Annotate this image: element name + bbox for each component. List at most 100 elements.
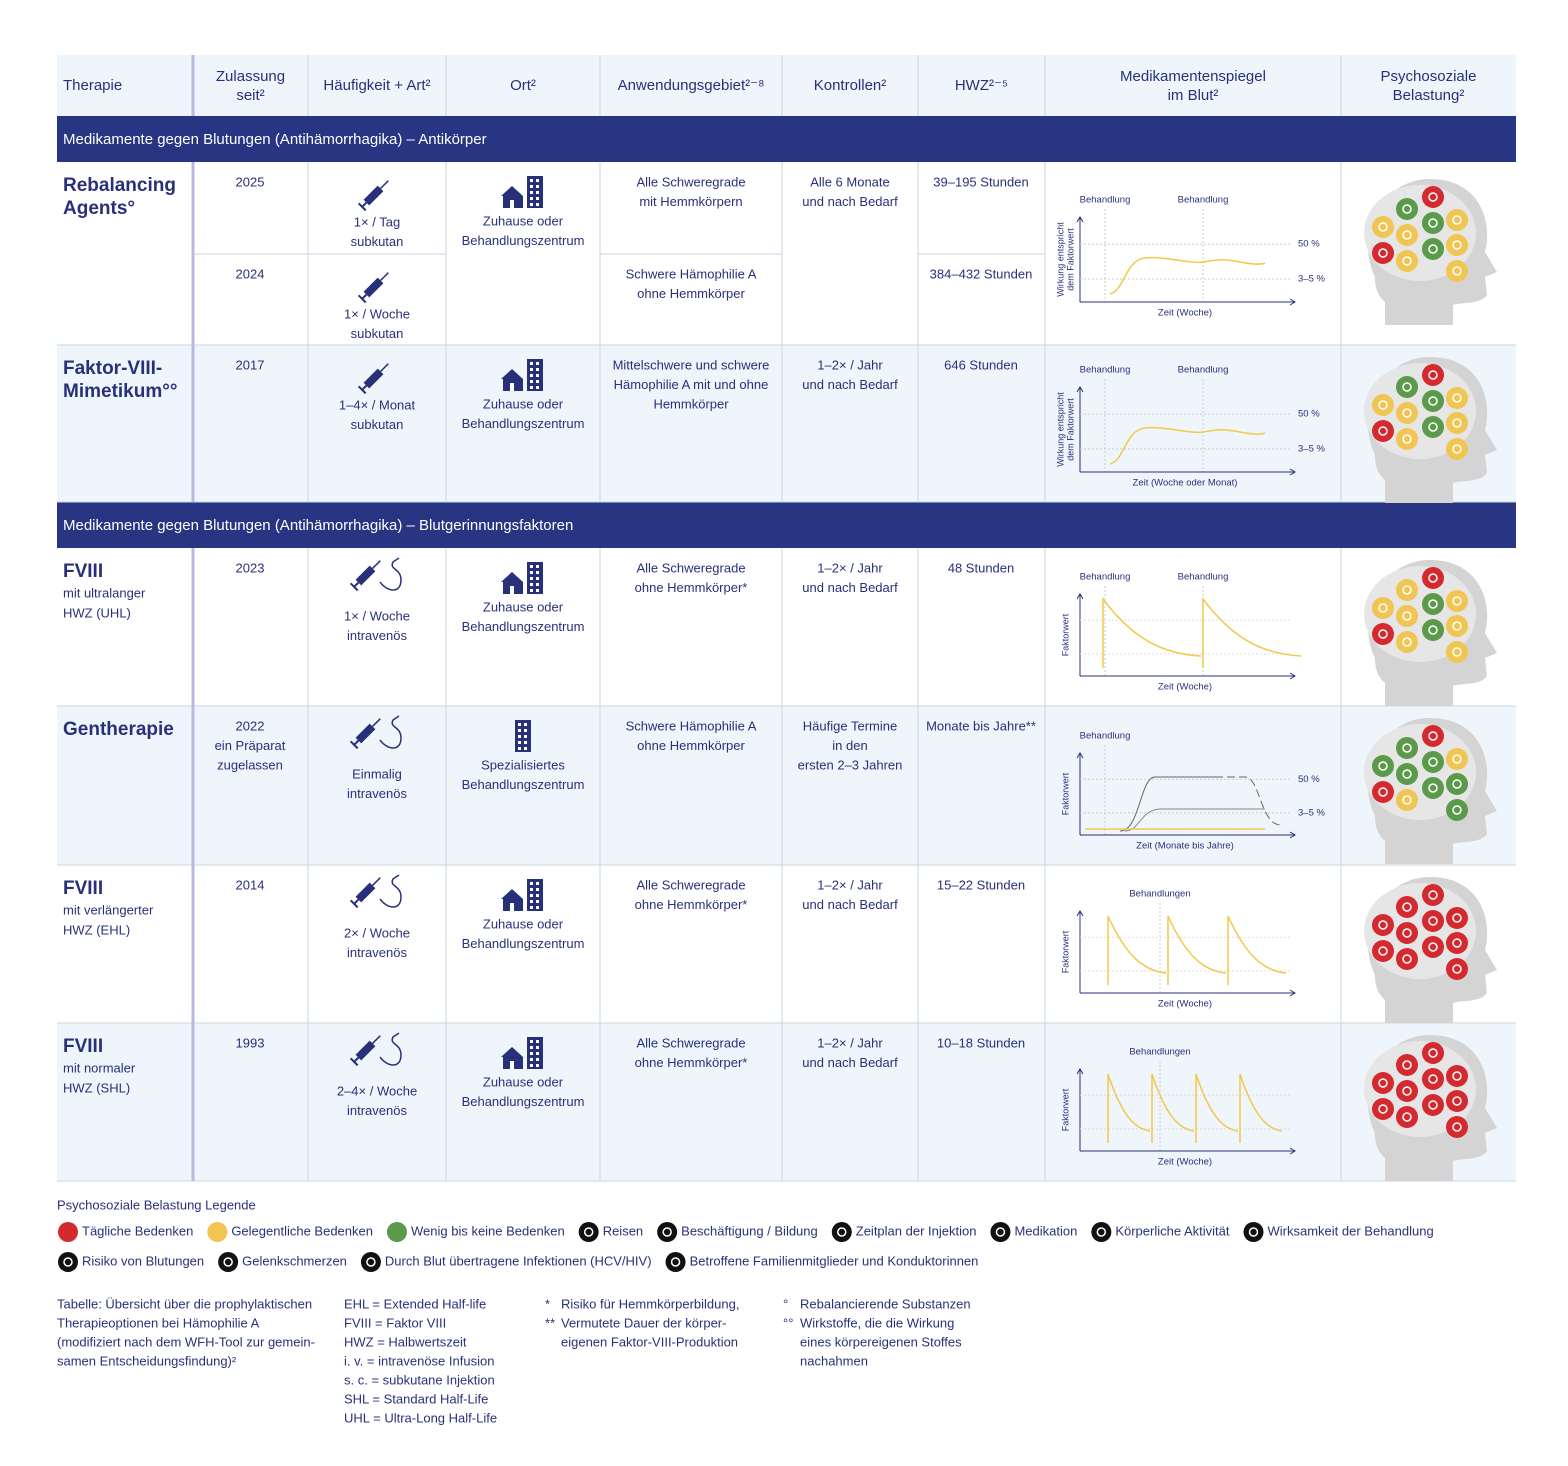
window [524, 735, 527, 738]
window [530, 197, 533, 200]
concern-dot [1422, 364, 1444, 386]
abbreviation: s. c. = subkutane Injektion [344, 1372, 495, 1387]
concern-glyph [1378, 787, 1388, 797]
concern-glyph [1402, 585, 1412, 595]
legend-icon-glyph [63, 1257, 73, 1267]
concern-dot [1446, 260, 1468, 282]
x-label: Zeit (Monate bis Jahre) [1136, 841, 1234, 852]
syringe-body [363, 277, 384, 298]
concern-glyph [1402, 902, 1412, 912]
row-bg [57, 706, 1516, 865]
place: Zuhause oder [483, 396, 564, 411]
window [530, 565, 533, 568]
window [536, 380, 539, 383]
window [530, 1040, 533, 1043]
frequency: Einmalig [352, 766, 402, 781]
y-label-line: Faktorwert [1060, 1088, 1070, 1131]
legend-label: Gelegentliche Bedenken [231, 1223, 373, 1238]
legend-swatch [58, 1222, 78, 1242]
concern-dot [1372, 216, 1394, 238]
door [510, 383, 514, 391]
window [536, 882, 539, 885]
concern-dot [1422, 416, 1444, 438]
x-label: Zeit (Woche) [1158, 682, 1212, 693]
y-arrow [1076, 752, 1084, 759]
concern-glyph [1452, 444, 1462, 454]
therapy-subtitle: mit normaler [63, 1060, 136, 1075]
concern-dot [1422, 725, 1444, 747]
legend-icon [1243, 1222, 1264, 1242]
concern-dot [1446, 773, 1468, 795]
legend-label: Betroffene Familienmitglieder und Konduk… [690, 1253, 979, 1268]
concern-glyph [1452, 1071, 1462, 1081]
concern-dot [1396, 1080, 1418, 1102]
legend-icon [665, 1252, 686, 1272]
window [530, 191, 533, 194]
plunger [353, 1056, 360, 1063]
therapy-subtitle: HWZ (EHL) [63, 922, 130, 937]
concern-glyph [1378, 222, 1388, 232]
caption: Therapieoptionen bei Hämophilie A [57, 1315, 260, 1330]
therapy-name: FVIII [63, 878, 103, 899]
window [530, 1052, 533, 1055]
controls: in den [832, 738, 867, 753]
marker-label: Behandlung [1080, 731, 1131, 742]
legend-icon [218, 1252, 239, 1272]
header-label: Therapie [63, 77, 122, 94]
concern-dot [1446, 387, 1468, 409]
concern-glyph [1452, 938, 1462, 948]
x-arrow [1289, 298, 1296, 306]
concern-glyph [1378, 1104, 1388, 1114]
concern-glyph [1428, 1074, 1438, 1084]
place-icon [501, 562, 543, 594]
legend-icon [990, 1222, 1011, 1242]
place-icon [515, 720, 531, 752]
legend-label: Zeitplan der Injektion [856, 1223, 977, 1238]
level-label: 3–5 % [1298, 274, 1325, 285]
window [536, 374, 539, 377]
window [536, 362, 539, 365]
concern-glyph [1402, 1060, 1412, 1070]
syringe-icon [357, 180, 389, 212]
indication: Mittelschwere und schwere [613, 357, 770, 372]
window [536, 583, 539, 586]
y-label: Faktorwert [1060, 930, 1070, 973]
door [510, 200, 514, 208]
y-arrow [1076, 910, 1084, 917]
abbreviation: UHL = Ultra-Long Half-Life [344, 1410, 497, 1425]
controls: und nach Bedarf [802, 377, 898, 392]
y-label-line: Faktorwert [1060, 613, 1070, 656]
marker-label: Behandlung [1080, 195, 1131, 206]
iv-tube [379, 1032, 402, 1066]
needle [372, 718, 381, 727]
window [536, 565, 539, 568]
window [530, 1046, 533, 1049]
controls: Alle 6 Monate [810, 174, 890, 189]
needle [372, 1035, 381, 1044]
therapy-subtitle: HWZ (UHL) [63, 605, 131, 620]
syringe-icon [357, 363, 389, 395]
header-label: Ort² [510, 77, 536, 94]
approval: 2024 [236, 266, 265, 281]
syringe-icon [349, 874, 402, 909]
concern-glyph [1428, 731, 1438, 741]
concern-glyph [1428, 573, 1438, 583]
indication: Alle Schweregrade [636, 560, 745, 575]
frequency: intravenös [347, 1103, 407, 1118]
syringe-body [363, 368, 384, 389]
window [536, 1046, 539, 1049]
window [530, 374, 533, 377]
concern-glyph [1428, 757, 1438, 767]
x-arrow [1289, 672, 1296, 680]
place: Behandlungszentrum [462, 1094, 585, 1109]
half-life: 10–18 Stunden [937, 1035, 1025, 1050]
concern-dot [1372, 623, 1394, 645]
therapy-name: Rebalancing [63, 175, 176, 196]
legend-label: Gelenkschmerzen [242, 1253, 347, 1268]
window [536, 368, 539, 371]
controls: und nach Bedarf [802, 897, 898, 912]
legend-swatch [207, 1222, 228, 1242]
place: Spezialisiertes [481, 757, 565, 772]
section-bar [57, 116, 1516, 162]
approval: 2025 [236, 174, 265, 189]
